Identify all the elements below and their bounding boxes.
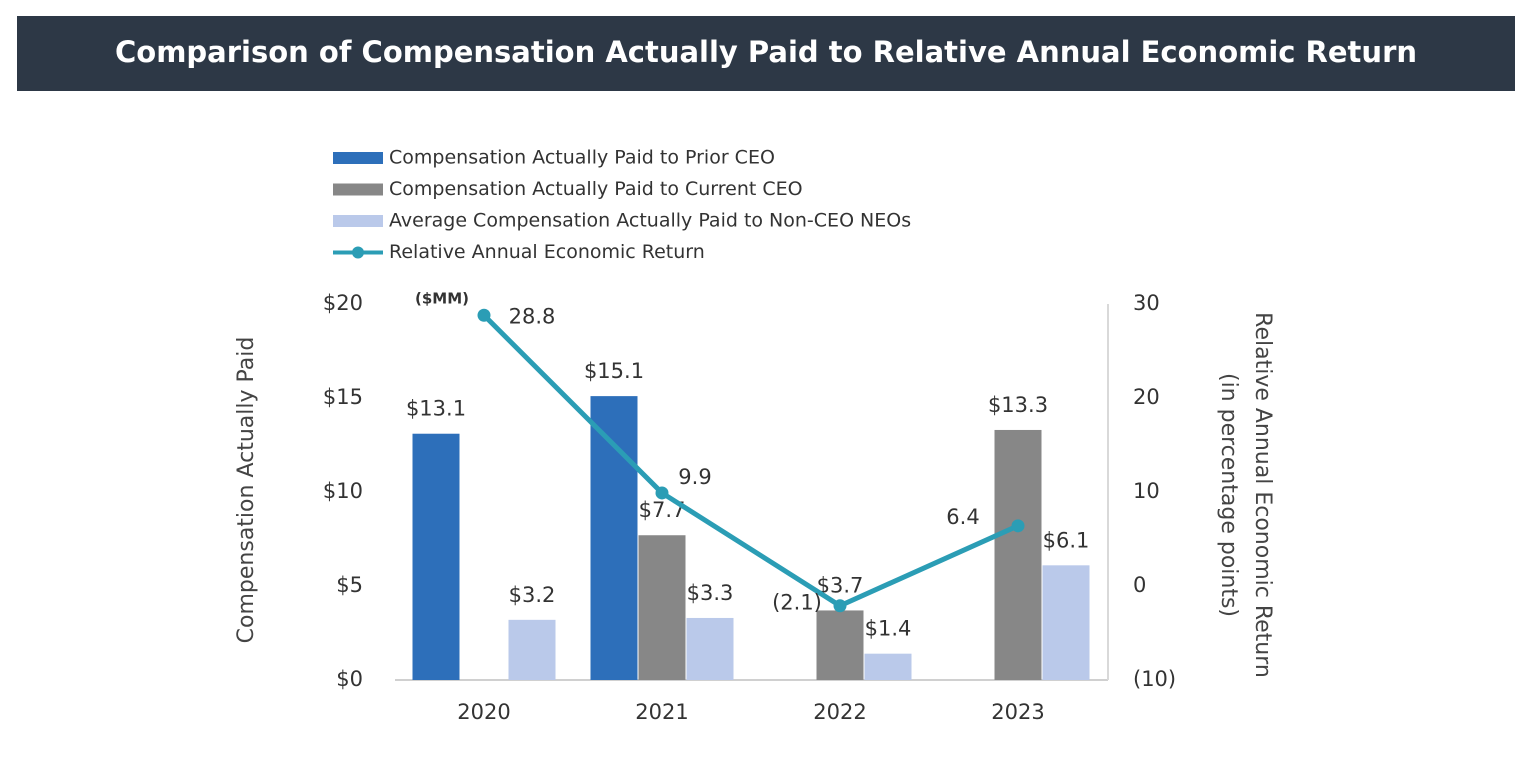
y-tick-label: $0 xyxy=(336,667,363,691)
bar xyxy=(590,396,638,680)
x-tick-label: 2020 xyxy=(457,700,510,724)
y2-axis-title: Relative Annual Economic Return xyxy=(1250,312,1275,678)
y2-tick-label: 30 xyxy=(1133,291,1160,315)
y-tick-label: $5 xyxy=(336,573,363,597)
legend-swatch xyxy=(333,215,383,227)
line xyxy=(482,313,1020,609)
bar-value-label: $15.1 xyxy=(584,359,644,383)
x-tick-label: 2022 xyxy=(813,700,866,724)
bar-value-label: $13.1 xyxy=(406,397,466,421)
bar xyxy=(686,617,734,680)
line-marker xyxy=(833,599,847,613)
bar xyxy=(508,619,556,680)
legend-label: Compensation Actually Paid to Prior CEO xyxy=(389,147,775,169)
bar-value-label: $3.3 xyxy=(687,581,734,605)
bar-value-label: $1.4 xyxy=(865,617,912,641)
line-marker xyxy=(477,308,491,322)
bar-value-label: $13.3 xyxy=(988,393,1048,417)
line-marker xyxy=(1011,519,1025,533)
bar xyxy=(816,610,864,680)
line-value-label: 6.4 xyxy=(946,505,979,529)
x-tick-label: 2023 xyxy=(991,700,1044,724)
y2-tick-label: 20 xyxy=(1133,385,1160,409)
title-band xyxy=(17,16,1515,91)
legend-swatch xyxy=(333,152,383,164)
bar-value-label: $6.1 xyxy=(1043,528,1090,552)
legend-label: Average Compensation Actually Paid to No… xyxy=(389,210,911,232)
y-tick-label: $15 xyxy=(323,385,363,409)
y2-tick-label: 0 xyxy=(1133,573,1146,597)
unit-note: ($MM) xyxy=(415,290,469,308)
y-axis-title: Compensation Actually Paid xyxy=(234,337,259,644)
bar xyxy=(1042,565,1090,680)
x-tick-label: 2021 xyxy=(635,700,688,724)
bar xyxy=(638,535,686,680)
line-marker xyxy=(655,486,669,500)
y-tick-label: $10 xyxy=(323,479,363,503)
bar-value-label: $3.2 xyxy=(509,583,556,607)
legend-swatch xyxy=(333,183,383,196)
legend-marker xyxy=(352,246,364,259)
bar xyxy=(412,433,460,680)
y-tick-label: $20 xyxy=(323,291,363,315)
bar xyxy=(994,429,1042,680)
chart-title: Comparison of Compensation Actually Paid… xyxy=(115,35,1417,69)
y2-tick-label: 10 xyxy=(1133,479,1160,503)
legend-label: Relative Annual Economic Return xyxy=(389,241,705,263)
y2-tick-label: (10) xyxy=(1133,667,1176,691)
y2-axis-title: (in percentage points) xyxy=(1216,373,1241,617)
bar xyxy=(864,653,912,680)
line-value-label: (2.1) xyxy=(772,591,822,615)
line-value-label: 28.8 xyxy=(509,304,556,328)
legend-label: Compensation Actually Paid to Current CE… xyxy=(389,178,803,200)
line-value-label: 9.9 xyxy=(678,465,711,489)
